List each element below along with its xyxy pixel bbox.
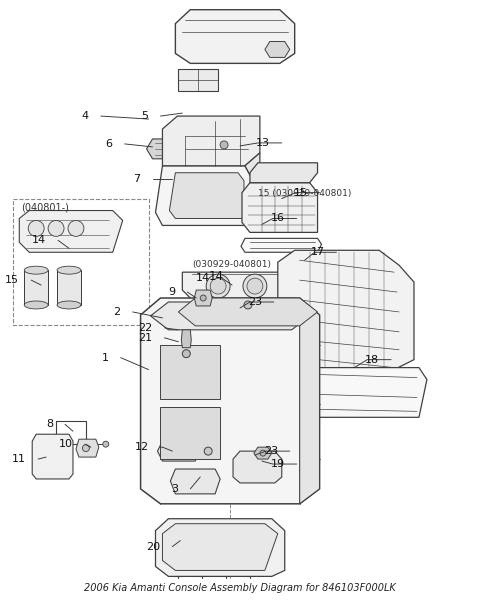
Polygon shape [76, 439, 99, 457]
Polygon shape [156, 519, 285, 577]
Polygon shape [214, 139, 234, 151]
Polygon shape [278, 250, 414, 370]
Polygon shape [175, 10, 295, 64]
Polygon shape [233, 451, 282, 483]
Polygon shape [32, 434, 73, 479]
Text: 20: 20 [146, 542, 160, 551]
Polygon shape [241, 238, 322, 252]
Text: 18: 18 [365, 355, 379, 365]
Circle shape [200, 295, 206, 301]
Circle shape [28, 220, 44, 236]
Polygon shape [254, 447, 272, 459]
Circle shape [244, 301, 252, 309]
Polygon shape [300, 298, 320, 504]
Circle shape [103, 441, 109, 447]
Text: 5: 5 [142, 111, 148, 121]
Text: 14: 14 [32, 235, 46, 245]
Polygon shape [24, 270, 48, 305]
Text: 10: 10 [59, 439, 73, 449]
Text: 7: 7 [133, 174, 141, 184]
Polygon shape [170, 469, 220, 494]
Text: 2: 2 [114, 307, 120, 317]
Text: 14: 14 [196, 273, 210, 283]
Polygon shape [181, 330, 192, 348]
Circle shape [48, 220, 64, 236]
Polygon shape [162, 524, 278, 571]
Text: 15: 15 [5, 275, 19, 285]
Polygon shape [141, 298, 320, 504]
Polygon shape [57, 270, 81, 305]
Ellipse shape [57, 301, 81, 309]
Text: 22: 22 [138, 323, 153, 333]
Circle shape [204, 447, 212, 455]
Text: 1: 1 [102, 353, 109, 362]
Text: 23: 23 [248, 297, 262, 307]
Polygon shape [179, 298, 318, 326]
Text: 3: 3 [171, 484, 179, 494]
Circle shape [68, 220, 84, 236]
Polygon shape [194, 290, 212, 306]
Text: (040801-): (040801-) [21, 203, 69, 212]
Text: 19: 19 [271, 459, 285, 469]
Polygon shape [151, 302, 310, 330]
Text: 14: 14 [208, 270, 223, 283]
Polygon shape [242, 182, 318, 232]
Polygon shape [169, 173, 244, 218]
Text: 16: 16 [271, 214, 285, 223]
Circle shape [182, 350, 190, 358]
Text: 8: 8 [46, 419, 53, 429]
Polygon shape [156, 166, 252, 226]
Polygon shape [146, 139, 179, 159]
Ellipse shape [24, 301, 48, 309]
Circle shape [210, 278, 226, 294]
Polygon shape [265, 41, 290, 58]
Polygon shape [162, 116, 260, 166]
Text: 11: 11 [12, 454, 26, 464]
Polygon shape [182, 272, 305, 300]
Polygon shape [160, 407, 220, 459]
Ellipse shape [57, 266, 81, 274]
Circle shape [206, 274, 230, 298]
Text: 9: 9 [168, 287, 175, 297]
Text: 21: 21 [138, 333, 153, 343]
Text: 12: 12 [134, 442, 148, 452]
Polygon shape [179, 70, 218, 91]
Text: 13: 13 [256, 138, 270, 148]
Text: 4: 4 [82, 111, 89, 121]
Polygon shape [250, 163, 318, 182]
Text: 17: 17 [311, 247, 324, 257]
Text: 15: 15 [294, 188, 308, 197]
Circle shape [260, 450, 266, 456]
Polygon shape [19, 211, 123, 252]
Ellipse shape [24, 266, 48, 274]
Polygon shape [13, 199, 148, 325]
Text: 23: 23 [264, 446, 278, 456]
Polygon shape [157, 441, 200, 461]
Circle shape [247, 278, 263, 294]
Circle shape [83, 445, 89, 452]
Polygon shape [310, 368, 427, 418]
Circle shape [243, 274, 267, 298]
Text: 15 (030929-040801): 15 (030929-040801) [258, 188, 351, 197]
Polygon shape [160, 345, 220, 400]
Text: (030929-040801): (030929-040801) [192, 260, 271, 269]
Text: 2006 Kia Amanti Console Assembly Diagram for 846103F000LK: 2006 Kia Amanti Console Assembly Diagram… [84, 583, 396, 593]
Polygon shape [245, 153, 260, 226]
Circle shape [220, 141, 228, 149]
Text: 6: 6 [106, 139, 113, 149]
